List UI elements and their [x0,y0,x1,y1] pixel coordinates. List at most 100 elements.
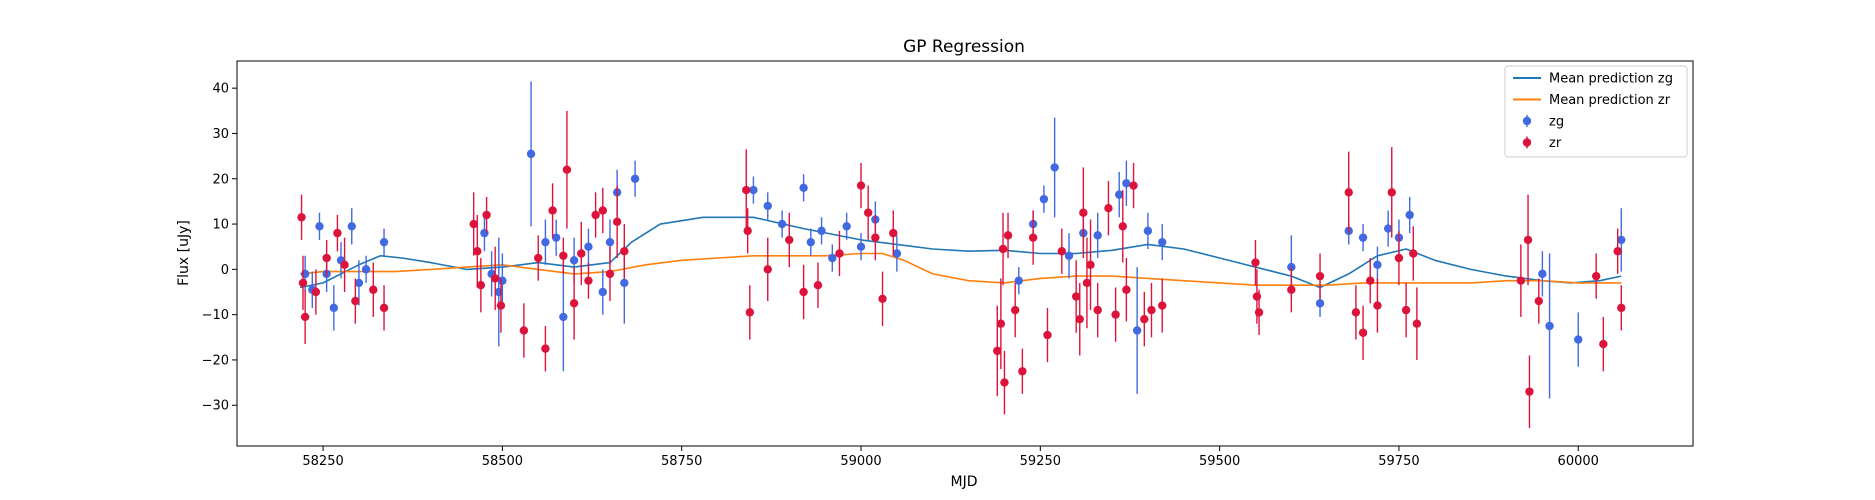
zr-point-marker [1058,247,1066,255]
zr-point-marker [814,281,822,289]
zr-point-marker [322,254,330,262]
zr-point-marker [997,320,1005,328]
zr-point-marker [333,229,341,237]
zg-point-marker [799,184,807,192]
zr-point-marker [1517,276,1525,284]
zg-point-marker [1133,326,1141,334]
zr-point-marker [473,247,481,255]
zr-point-marker [563,166,571,174]
zr-point-marker [864,209,872,217]
zr-point-marker [871,233,879,241]
zr-point-marker [857,181,865,189]
zg-point-marker [599,288,607,296]
zr-point-marker [999,245,1007,253]
zg-point-marker [541,238,549,246]
zr-point-marker [297,213,305,221]
zr-point-marker [1255,308,1263,316]
zg-point-marker [1405,211,1413,219]
zg-point-marker [1158,238,1166,246]
zr-point-marker [1076,315,1084,323]
zg-point-marker [620,279,628,287]
zr-point-marker [1345,188,1353,196]
legend-label: Mean prediction zg [1549,72,1673,87]
zr-point-marker [1395,254,1403,262]
zg-point-marker [559,313,567,321]
x-tick-label: 60000 [1558,454,1599,469]
x-tick-label: 58250 [302,454,343,469]
zg-point-marker [480,229,488,237]
zr-point-marker [299,279,307,287]
zr-point-marker [351,297,359,305]
zr-point-marker [889,229,897,237]
zg-point-marker [606,238,614,246]
zr-point-marker [1000,378,1008,386]
x-tick-label: 58750 [661,454,702,469]
zr-point-marker [835,249,843,257]
zr-point-marker [1617,304,1625,312]
zr-point-marker [743,227,751,235]
zr-point-marker [1409,249,1417,257]
zr-point-marker [1525,387,1533,395]
zr-point-marker [534,254,542,262]
zg-point-marker [348,222,356,230]
zr-point-marker [599,206,607,214]
zr-point-marker [620,247,628,255]
legend-marker-swatch [1523,138,1531,146]
zg-point-marker [315,222,323,230]
zg-point-marker [807,238,815,246]
zg-point-marker [842,222,850,230]
zr-point-marker [497,301,505,309]
zr-point-marker [606,270,614,278]
zr-point-marker [1413,320,1421,328]
zr-point-marker [520,326,528,334]
x-tick-label: 59750 [1378,454,1419,469]
zr-point-marker [878,295,886,303]
zr-point-marker [1119,222,1127,230]
zg-point-marker [1144,227,1152,235]
zr-point-marker [1316,272,1324,280]
zg-point-marker [778,220,786,228]
zr-point-marker [1018,367,1026,375]
zg-point-marker [362,265,370,273]
zr-point-marker [1253,292,1261,300]
y-tick-label: 20 [212,172,229,187]
zr-point-marker [1004,231,1012,239]
x-axis-label: MJD [951,474,978,490]
zr-point-marker [1592,272,1600,280]
zr-point-marker [785,236,793,244]
y-tick-label: −20 [202,353,229,368]
zr-point-marker [764,265,772,273]
zr-point-marker [1535,297,1543,305]
zr-point-marker [1129,181,1137,189]
zr-point-marker [1287,286,1295,294]
zr-point-marker [482,211,490,219]
zg-point-marker [498,276,506,284]
zr-point-marker [1086,261,1094,269]
zr-point-marker [584,276,592,284]
zr-point-marker [1388,188,1396,196]
zr-point-marker [1366,276,1374,284]
zr-point-marker [746,308,754,316]
zr-point-marker [1104,204,1112,212]
zg-point-marker [1373,261,1381,269]
zr-point-marker [541,344,549,352]
zg-point-marker [1040,195,1048,203]
zr-point-marker [559,252,567,260]
zr-point-marker [577,249,585,257]
zg-point-marker [817,227,825,235]
zr-point-marker [1613,247,1621,255]
zr-point-marker [1158,301,1166,309]
zg-point-marker [1050,163,1058,171]
x-tick-label: 59500 [1199,454,1240,469]
y-tick-label: 30 [212,127,229,142]
zr-point-marker [1043,331,1051,339]
zr-point-marker [1524,236,1532,244]
zg-point-marker [1093,231,1101,239]
zr-point-marker [369,286,377,294]
zr-point-marker [1122,286,1130,294]
legend-marker-swatch [1523,117,1531,125]
x-tick-label: 59000 [840,454,881,469]
zg-point-marker [749,186,757,194]
zg-point-marker [527,150,535,158]
